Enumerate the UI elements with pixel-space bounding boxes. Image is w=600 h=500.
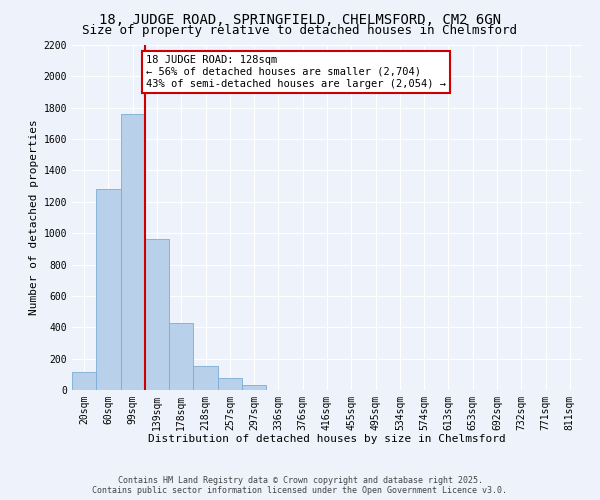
Bar [72,372,96,390]
Bar [145,240,169,390]
Text: Contains HM Land Registry data © Crown copyright and database right 2025.
Contai: Contains HM Land Registry data © Crown c… [92,476,508,495]
X-axis label: Distribution of detached houses by size in Chelmsford: Distribution of detached houses by size … [148,434,506,444]
Bar [121,114,145,390]
Bar [242,386,266,390]
Bar [169,322,193,390]
Bar [96,190,121,390]
Text: 18 JUDGE ROAD: 128sqm
← 56% of detached houses are smaller (2,704)
43% of semi-d: 18 JUDGE ROAD: 128sqm ← 56% of detached … [146,56,446,88]
Text: Size of property relative to detached houses in Chelmsford: Size of property relative to detached ho… [83,24,517,37]
Y-axis label: Number of detached properties: Number of detached properties [29,120,40,316]
Text: 18, JUDGE ROAD, SPRINGFIELD, CHELMSFORD, CM2 6GN: 18, JUDGE ROAD, SPRINGFIELD, CHELMSFORD,… [99,12,501,26]
Bar [218,378,242,390]
Bar [193,366,218,390]
